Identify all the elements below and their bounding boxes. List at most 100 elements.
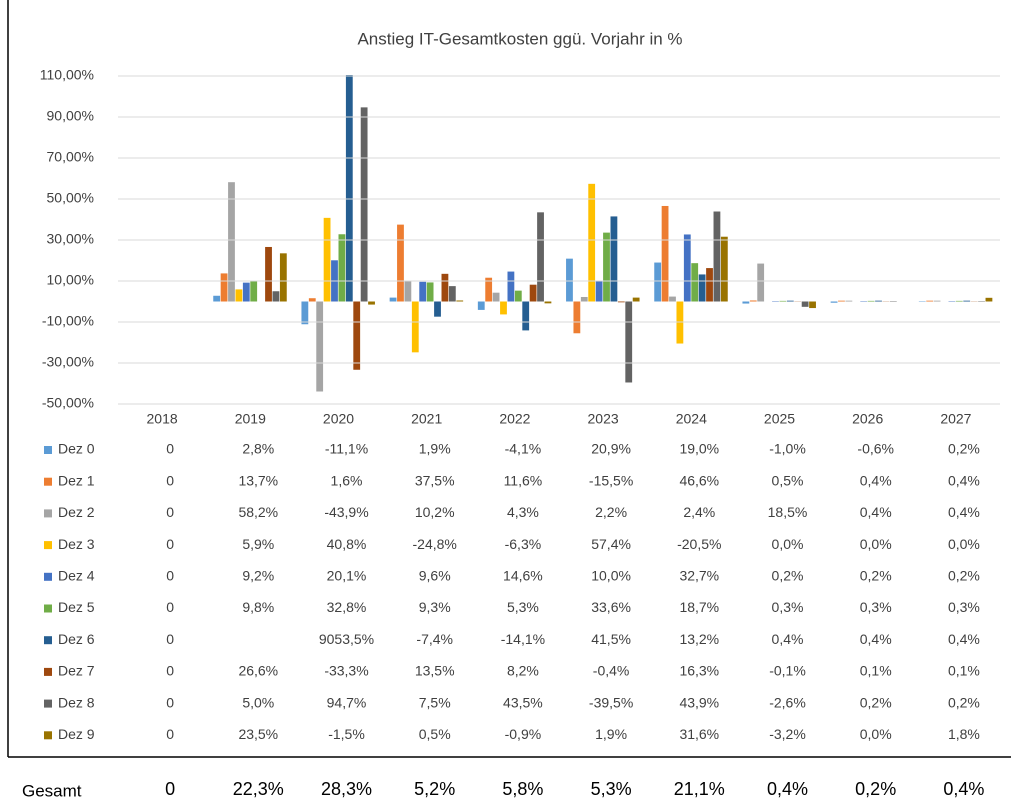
table-cell: 0 xyxy=(166,472,174,488)
bar xyxy=(389,297,397,302)
bar xyxy=(434,301,441,317)
legend-swatch xyxy=(44,731,52,740)
table-cell: 0,2% xyxy=(948,441,980,457)
table-cell: 4,3% xyxy=(507,504,539,520)
table-cell: 43,9% xyxy=(679,694,719,710)
bar xyxy=(875,300,882,302)
table-cell: 23,5% xyxy=(238,726,278,742)
total-label: Gesamt xyxy=(22,781,82,800)
legend-swatch xyxy=(44,477,52,486)
x-tick-label: 2022 xyxy=(499,411,530,427)
bar xyxy=(500,301,507,315)
table-cell: 0 xyxy=(166,568,174,584)
bar xyxy=(397,224,404,302)
table-cell: 0,1% xyxy=(860,663,892,679)
bar xyxy=(301,301,309,325)
table-cell: 0,4% xyxy=(860,504,892,520)
table-cell: -0,4% xyxy=(593,663,630,679)
bar xyxy=(683,234,691,302)
y-tick-label: 10,00% xyxy=(47,272,94,288)
bar xyxy=(220,273,228,302)
y-tick-label: 50,00% xyxy=(47,190,94,206)
total-cell: 21,1% xyxy=(674,779,725,799)
bar xyxy=(279,253,287,302)
total-cell: 0,4% xyxy=(767,779,808,799)
total-cell: 28,3% xyxy=(321,779,372,799)
x-tick-label: 2026 xyxy=(852,411,883,427)
total-cell: 22,3% xyxy=(233,779,284,799)
x-tick-label: 2023 xyxy=(588,411,619,427)
bar xyxy=(353,301,361,370)
table-cell: 14,6% xyxy=(503,568,543,584)
bar xyxy=(742,301,750,304)
table-cell: 0,0% xyxy=(772,536,804,552)
y-tick-label: -50,00% xyxy=(42,395,94,411)
table-cell: 8,2% xyxy=(507,663,539,679)
x-tick-label: 2025 xyxy=(764,411,795,427)
table-cell: 7,5% xyxy=(419,694,451,710)
total-cell: 5,3% xyxy=(591,779,632,799)
table-cell: 13,2% xyxy=(679,631,719,647)
bar xyxy=(228,182,235,302)
table-cell: 0,2% xyxy=(948,568,980,584)
bar xyxy=(580,296,588,302)
bar xyxy=(360,107,368,302)
x-tick-label: 2024 xyxy=(676,411,707,427)
legend-label: Dez 0 xyxy=(58,441,95,457)
legend-swatch xyxy=(44,636,52,645)
bar xyxy=(610,216,618,302)
bar xyxy=(529,284,537,302)
x-tick-label: 2019 xyxy=(235,411,266,427)
bar xyxy=(514,290,522,302)
bar xyxy=(404,280,412,302)
bar xyxy=(617,301,625,303)
bar xyxy=(316,301,324,392)
legend-label: Dez 5 xyxy=(58,599,95,615)
bar xyxy=(749,300,757,302)
bar xyxy=(345,75,353,302)
total-cell: 5,2% xyxy=(414,779,455,799)
bar xyxy=(786,300,794,302)
table-cell: -15,5% xyxy=(589,472,633,488)
table-cell: -11,1% xyxy=(325,441,368,457)
table-cell: 0,3% xyxy=(860,599,892,615)
table-cell: 26,6% xyxy=(238,663,278,679)
table-cell: -20,5% xyxy=(677,536,721,552)
table-cell: -0,1% xyxy=(769,663,806,679)
table-cell: 5,0% xyxy=(242,694,274,710)
legend-label: Dez 1 xyxy=(58,472,95,488)
table-cell: 0,4% xyxy=(772,631,804,647)
table-cell: 2,4% xyxy=(683,504,715,520)
table-cell: 58,2% xyxy=(238,504,278,520)
table-cell: 18,5% xyxy=(768,504,808,520)
legend-swatch xyxy=(44,604,52,613)
x-tick-label: 2018 xyxy=(147,411,178,427)
table-cell: 57,4% xyxy=(591,536,631,552)
table-cell: -43,9% xyxy=(324,504,368,520)
table-cell: 0,2% xyxy=(772,568,804,584)
table-cell: -7,4% xyxy=(416,631,453,647)
bar xyxy=(661,205,669,302)
table-cell: 10,0% xyxy=(591,568,631,584)
bar xyxy=(985,297,993,302)
bar xyxy=(242,282,250,302)
legend-label: Dez 6 xyxy=(58,631,95,647)
table-cell: -39,5% xyxy=(589,694,633,710)
table-cell: 1,9% xyxy=(419,441,451,457)
bar xyxy=(830,301,838,303)
bar xyxy=(757,263,765,302)
legend-label: Dez 4 xyxy=(58,568,95,584)
bar xyxy=(963,300,971,302)
table-cell: 0,2% xyxy=(860,568,892,584)
bar xyxy=(933,300,941,302)
bar xyxy=(573,301,581,334)
table-cell: 0,4% xyxy=(948,472,980,488)
bar xyxy=(265,246,272,302)
table-cell: 9,2% xyxy=(242,568,274,584)
total-cell: 0,2% xyxy=(855,779,896,799)
bar xyxy=(338,234,346,302)
x-tick-label: 2027 xyxy=(940,411,971,427)
bar xyxy=(235,289,243,302)
bar xyxy=(426,282,434,302)
bar xyxy=(603,232,610,302)
